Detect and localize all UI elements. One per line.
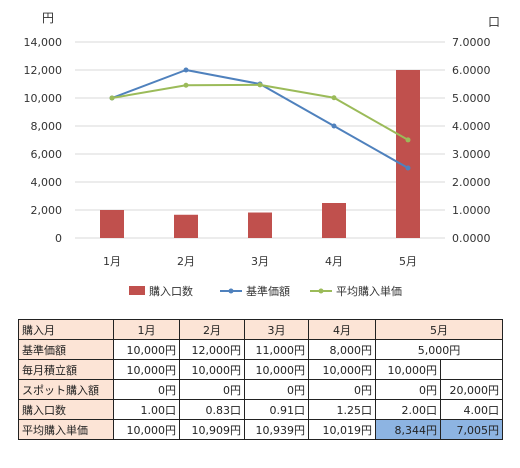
x-tick-label: 5月 — [399, 255, 417, 268]
table-cell-highlight: 7,005円 — [440, 419, 503, 440]
header-month: 4月 — [308, 319, 376, 340]
table-cell-highlight: 8,344円 — [375, 419, 441, 440]
axes: 0 2,000 4,000 6,000 8,000 10,000 12,000 14,000 0… — [24, 11, 501, 268]
right-tick-label: 1.0000 — [452, 204, 491, 217]
line-point — [183, 67, 189, 73]
table-cell: 10,000円 — [113, 339, 180, 360]
table-cell — [440, 359, 503, 380]
bar — [248, 212, 272, 238]
right-tick-label: 0.0000 — [452, 232, 491, 245]
line-point — [331, 95, 337, 101]
table-row: 購入口数 1.00口 0.83口 0.91口 1.25口 2.00口 4.00口 — [18, 399, 503, 420]
x-tick-label: 4月 — [325, 255, 343, 268]
table-cell: 2.00口 — [375, 399, 441, 420]
header-month: 1月 — [113, 319, 180, 340]
table-row: 平均購入単価 10,000円 10,909円 10,939円 10,019円 8… — [18, 419, 503, 440]
x-tick-label: 1月 — [103, 255, 121, 268]
purchase-table: 購入月 1月 2月 3月 4月 5月 基準価額 10,000円 12,000円 … — [18, 319, 503, 440]
right-tick-label: 7.0000 — [452, 36, 491, 49]
bar — [396, 70, 420, 238]
header-month: 2月 — [179, 319, 245, 340]
legend-swatch — [129, 286, 145, 295]
table-cell: 4.00口 — [440, 399, 503, 420]
row-label: 購入口数 — [18, 399, 114, 420]
table-cell: 1.25口 — [308, 399, 376, 420]
table-cell: 10,000円 — [308, 359, 376, 380]
left-tick-label: 14,000 — [24, 36, 63, 49]
line-point — [183, 82, 189, 88]
right-tick-label: 4.0000 — [452, 120, 491, 133]
line-point — [405, 137, 411, 143]
legend: 購入口数 基準価額 平均購入単価 — [129, 284, 402, 298]
bar — [174, 214, 198, 238]
left-axis-unit: 円 — [42, 11, 54, 25]
table-cell: 10,909円 — [179, 419, 245, 440]
legend-label: 基準価額 — [246, 284, 290, 298]
line-point — [257, 82, 263, 88]
table-cell: 0.91口 — [244, 399, 309, 420]
table-cell: 10,000円 — [244, 359, 309, 380]
line-series — [109, 67, 411, 171]
left-tick-label: 10,000 — [24, 92, 63, 105]
row-label: 基準価額 — [18, 339, 114, 360]
bar-series — [100, 70, 420, 238]
table-cell: 5,000円 — [375, 339, 503, 360]
table-cell: 0円 — [308, 379, 376, 400]
right-axis-unit: 口 — [488, 15, 500, 29]
table-cell: 10,019円 — [308, 419, 376, 440]
chart: 0 2,000 4,000 6,000 8,000 10,000 12,000 14,000 0… — [24, 11, 501, 298]
left-tick-label: 6,000 — [31, 148, 63, 161]
x-tick-label: 2月 — [177, 255, 195, 268]
right-tick-label: 5.0000 — [452, 92, 491, 105]
right-tick-label: 3.0000 — [452, 148, 491, 161]
table-cell: 11,000円 — [244, 339, 309, 360]
table-cell: 20,000円 — [440, 379, 503, 400]
table-cell: 10,000円 — [179, 359, 245, 380]
row-label: 平均購入単価 — [18, 419, 114, 440]
header-month: 3月 — [244, 319, 309, 340]
table-cell: 8,000円 — [308, 339, 376, 360]
table-cell: 10,000円 — [113, 359, 180, 380]
legend-label: 平均購入単価 — [336, 284, 402, 298]
left-tick-label: 2,000 — [31, 204, 63, 217]
table-cell: 12,000円 — [179, 339, 245, 360]
table-cell: 0円 — [244, 379, 309, 400]
right-tick-label: 6.0000 — [452, 64, 491, 77]
table-cell: 10,939円 — [244, 419, 309, 440]
table-cell: 1.00口 — [113, 399, 180, 420]
table-row: スポット購入額 0円 0円 0円 0円 0円 20,000円 — [18, 379, 503, 400]
table-row: 基準価額 10,000円 12,000円 11,000円 8,000円 5,00… — [18, 339, 503, 360]
bar — [322, 203, 346, 238]
table-cell: 10,000円 — [113, 419, 180, 440]
line-point — [109, 95, 115, 101]
legend-marker — [318, 288, 324, 294]
row-label: 毎月積立額 — [18, 359, 114, 380]
gridlines — [75, 41, 445, 239]
right-tick-label: 2.0000 — [452, 176, 491, 189]
table-header-row: 購入月 1月 2月 3月 4月 5月 — [18, 319, 503, 340]
table-cell: 0円 — [375, 379, 441, 400]
row-label: スポット購入額 — [18, 379, 114, 400]
legend-marker — [228, 288, 234, 294]
left-tick-label: 8,000 — [31, 120, 63, 133]
table-cell: 0.83口 — [179, 399, 245, 420]
header-label: 購入月 — [18, 319, 114, 340]
left-tick-label: 12,000 — [24, 64, 63, 77]
bar — [100, 210, 124, 238]
header-month: 5月 — [375, 319, 503, 340]
left-tick-label: 4,000 — [31, 176, 63, 189]
left-tick-label: 0 — [55, 232, 62, 245]
series-line — [111, 83, 409, 141]
table-row: 毎月積立額 10,000円 10,000円 10,000円 10,000円 10… — [18, 359, 503, 380]
x-tick-label: 3月 — [251, 255, 269, 268]
line-point — [331, 123, 337, 129]
line-point — [405, 165, 411, 171]
table-cell: 10,000円 — [375, 359, 441, 380]
legend-label: 購入口数 — [149, 284, 193, 298]
table-cell: 0円 — [113, 379, 180, 400]
table-cell: 0円 — [179, 379, 245, 400]
